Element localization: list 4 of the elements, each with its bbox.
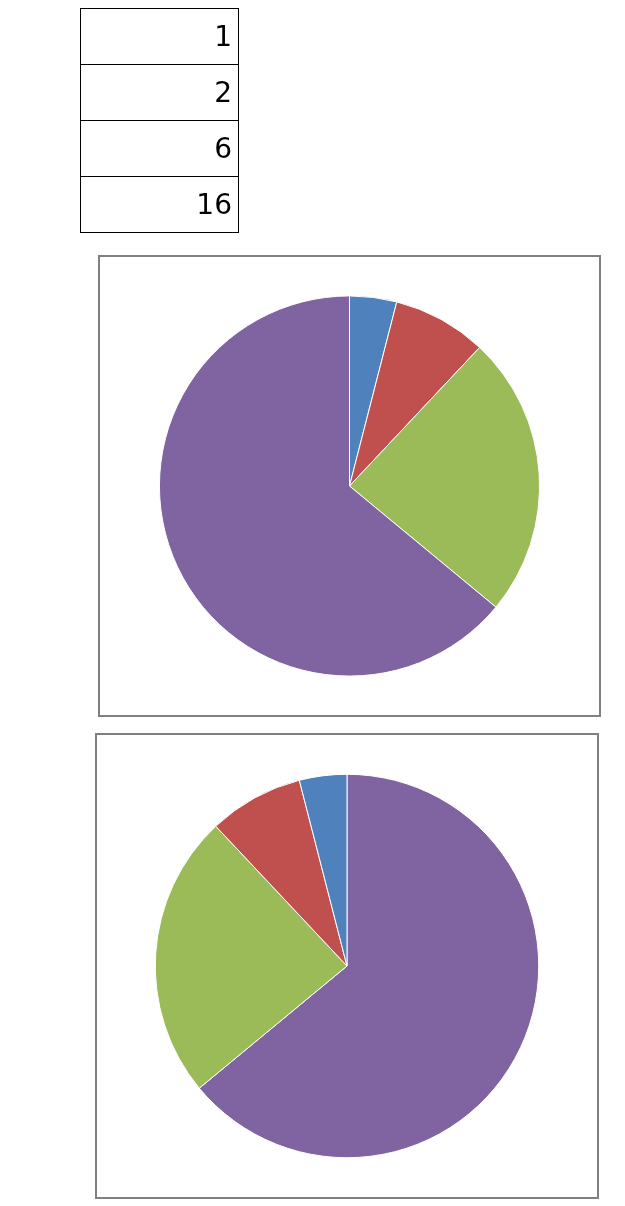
text: 6 bbox=[80, 120, 239, 177]
text: 16 bbox=[80, 176, 239, 233]
text: 2 bbox=[80, 64, 239, 121]
text: 1 bbox=[80, 8, 239, 65]
